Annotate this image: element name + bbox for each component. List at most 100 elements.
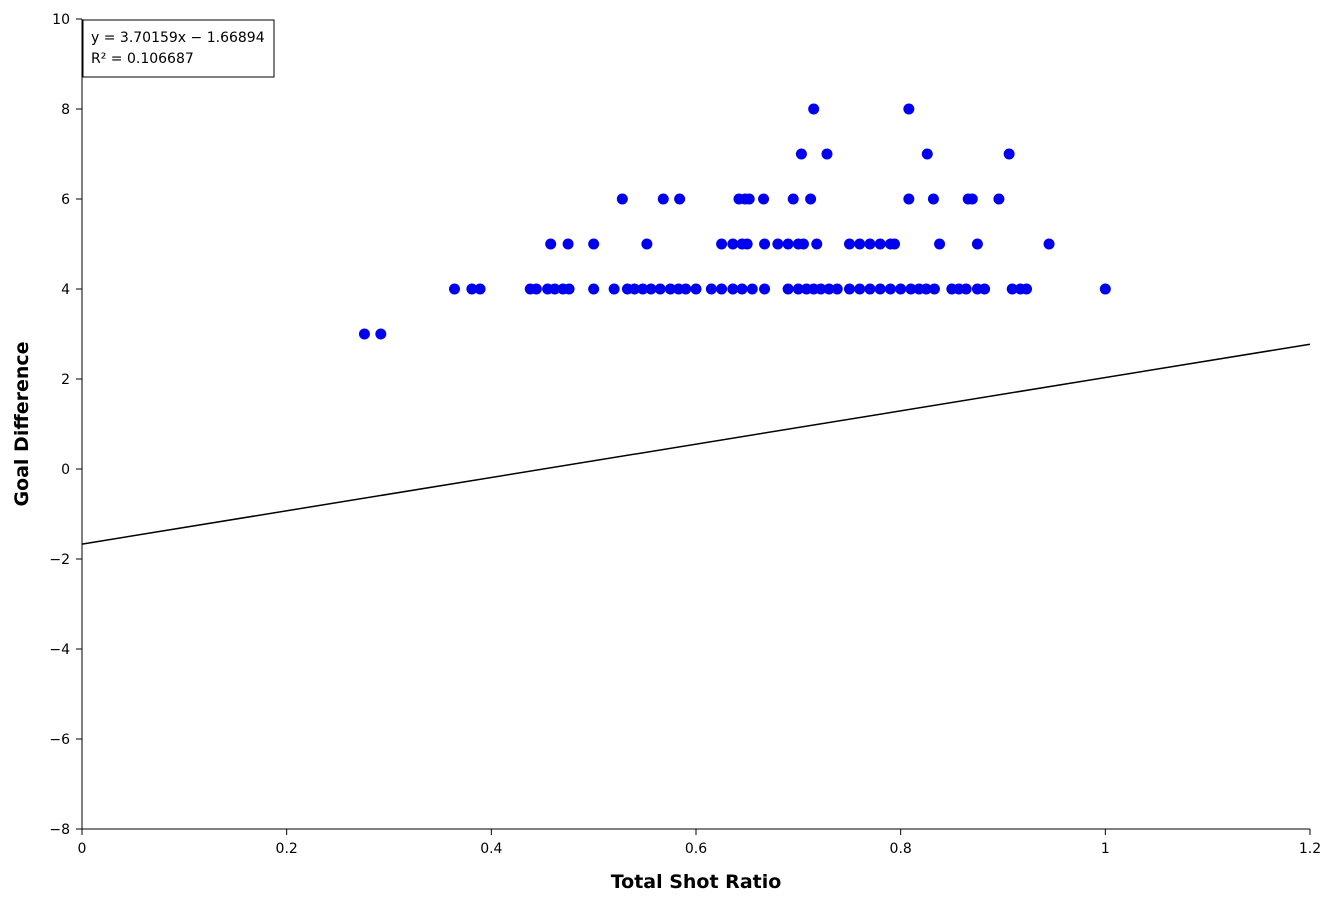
- data-points: [358, 103, 1111, 340]
- data-point: [1003, 148, 1015, 160]
- data-point: [864, 238, 876, 250]
- data-point: [375, 328, 387, 340]
- y-tick-label: 0: [61, 462, 70, 478]
- data-point: [549, 283, 561, 295]
- data-point: [716, 283, 728, 295]
- data-point: [641, 238, 653, 250]
- trendline-equation: y = 3.70159x − 1.66894: [91, 30, 265, 46]
- data-point: [979, 283, 991, 295]
- data-point: [795, 148, 807, 160]
- data-point: [821, 148, 833, 160]
- data-point: [928, 283, 940, 295]
- data-point: [854, 238, 866, 250]
- trendline: [81, 343, 1311, 545]
- data-point: [844, 238, 855, 250]
- data-point: [1043, 238, 1055, 250]
- y-ticks: 10 8 6 4 2 0 −2 −4 −6 −8: [49, 12, 82, 838]
- data-point: [854, 283, 866, 295]
- data-point: [629, 283, 641, 295]
- data-point: [727, 238, 739, 250]
- data-point: [690, 283, 702, 295]
- data-point: [664, 283, 676, 295]
- x-tick-label: 0.8: [890, 841, 912, 857]
- y-tick-label: −6: [49, 732, 70, 748]
- y-tick-label: 10: [52, 12, 70, 28]
- data-point: [971, 238, 983, 250]
- data-point: [805, 193, 817, 205]
- data-point: [927, 193, 939, 205]
- data-point: [905, 283, 917, 295]
- data-point: [358, 328, 370, 340]
- data-point: [705, 283, 717, 295]
- data-point: [772, 238, 784, 250]
- y-tick-label: 2: [61, 372, 70, 388]
- data-point: [874, 283, 886, 295]
- equation-box-border: [82, 19, 275, 78]
- data-point: [1021, 283, 1033, 295]
- data-point: [844, 283, 855, 295]
- x-tick-label: 0.6: [685, 841, 707, 857]
- data-point: [727, 283, 739, 295]
- data-point: [645, 283, 657, 295]
- data-point: [782, 238, 794, 250]
- data-point: [741, 238, 753, 250]
- data-point: [889, 238, 901, 250]
- data-point: [588, 283, 600, 295]
- data-point: [680, 283, 692, 295]
- data-point: [588, 238, 600, 250]
- data-point: [545, 238, 557, 250]
- data-point: [759, 238, 771, 250]
- data-point: [815, 283, 827, 295]
- data-point: [616, 193, 628, 205]
- data-point: [884, 283, 896, 295]
- data-point: [874, 238, 886, 250]
- data-point: [782, 283, 794, 295]
- y-tick-label: −8: [49, 822, 70, 838]
- y-axis-title: Goal Difference: [11, 341, 33, 506]
- y-tick-label: −4: [49, 642, 70, 658]
- r-squared-label: R² = 0.106687: [91, 51, 194, 67]
- x-tick-label: 0.2: [276, 841, 298, 857]
- data-point: [993, 193, 1005, 205]
- data-point: [934, 238, 946, 250]
- data-point: [792, 283, 804, 295]
- data-point: [562, 238, 574, 250]
- data-point: [736, 283, 748, 295]
- data-point: [864, 283, 876, 295]
- data-point: [903, 193, 915, 205]
- data-point: [1006, 283, 1018, 295]
- axes: [81, 19, 1310, 830]
- x-axis-title: Total Shot Ratio: [611, 871, 782, 893]
- y-tick-label: 6: [61, 192, 70, 208]
- equation-box: y = 3.70159x − 1.66894 R² = 0.106687: [82, 19, 275, 78]
- y-tick-label: −2: [49, 552, 70, 568]
- x-ticks: 0 0.2 0.4 0.6 0.8 1 1.2: [78, 829, 1321, 857]
- data-point: [831, 283, 843, 295]
- data-point: [921, 148, 933, 160]
- data-point: [797, 238, 809, 250]
- data-point: [759, 283, 771, 295]
- data-point: [608, 283, 620, 295]
- y-tick-label: 8: [61, 102, 70, 118]
- data-point: [903, 103, 915, 115]
- data-point: [920, 283, 932, 295]
- data-point: [808, 103, 820, 115]
- data-point: [674, 193, 686, 205]
- data-point: [966, 193, 978, 205]
- data-point: [654, 283, 666, 295]
- data-point: [960, 283, 972, 295]
- data-point: [743, 193, 755, 205]
- data-point: [530, 283, 542, 295]
- data-point: [1099, 283, 1111, 295]
- data-point: [474, 283, 486, 295]
- data-point: [716, 238, 728, 250]
- data-point: [637, 283, 649, 295]
- y-tick-label: 4: [61, 282, 70, 298]
- data-point: [466, 283, 478, 295]
- x-tick-label: 1: [1101, 841, 1110, 857]
- data-point: [563, 283, 575, 295]
- data-point: [895, 283, 907, 295]
- x-tick-label: 0: [78, 841, 87, 857]
- data-point: [823, 283, 835, 295]
